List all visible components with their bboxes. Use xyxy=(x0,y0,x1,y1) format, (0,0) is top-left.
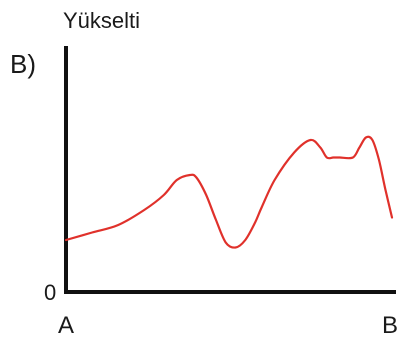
elevation-point-21 xyxy=(339,157,340,158)
elevation-point-26 xyxy=(379,160,380,161)
elevation-point-12 xyxy=(245,240,246,241)
elevation-point-7 xyxy=(196,177,197,178)
y-tick-label-0: 0 xyxy=(44,280,56,305)
x-tick-label-b: B xyxy=(382,312,398,339)
elevation-point-28 xyxy=(392,217,393,218)
elevation-point-3 xyxy=(144,210,145,211)
elevation-point-6 xyxy=(189,175,190,176)
elevation-point-22 xyxy=(352,157,353,158)
elevation-points xyxy=(66,137,393,248)
elevation-point-24 xyxy=(365,137,366,138)
elevation-point-11 xyxy=(235,247,236,248)
elevation-point-0 xyxy=(66,240,67,241)
elevation-point-4 xyxy=(163,195,164,196)
elevation-point-10 xyxy=(225,242,226,243)
elevation-point-17 xyxy=(310,140,311,141)
elevation-point-18 xyxy=(320,147,321,148)
elevation-point-8 xyxy=(206,195,207,196)
elevation-point-25 xyxy=(372,140,373,141)
elevation-point-5 xyxy=(176,180,177,181)
y-axis-label: Yükselti xyxy=(63,8,140,33)
elevation-point-20 xyxy=(333,157,334,158)
elevation-point-19 xyxy=(326,157,327,158)
elevation-point-15 xyxy=(274,180,275,181)
panel-label: B) xyxy=(10,49,36,79)
elevation-line-series xyxy=(66,137,392,248)
elevation-point-13 xyxy=(255,222,256,223)
elevation-point-16 xyxy=(294,152,295,153)
elevation-point-2 xyxy=(118,225,119,226)
elevation-point-1 xyxy=(92,232,93,233)
x-tick-label-a: A xyxy=(58,312,74,339)
elevation-point-27 xyxy=(385,190,386,191)
elevation-point-23 xyxy=(359,147,360,148)
elevation-point-14 xyxy=(261,207,262,208)
elevation-point-9 xyxy=(216,220,217,221)
